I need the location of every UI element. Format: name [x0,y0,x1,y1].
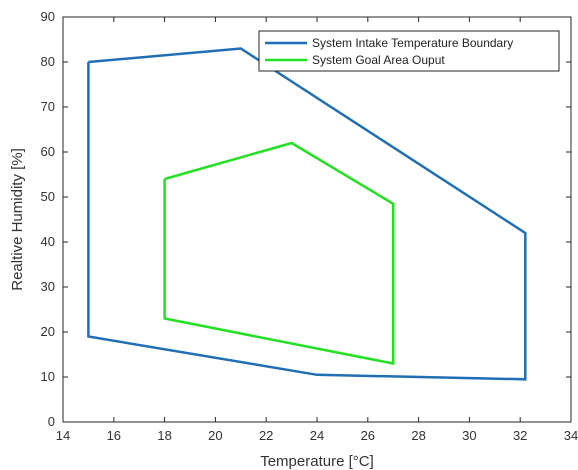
y-tick-label: 10 [41,369,55,384]
x-tick-label: 14 [56,428,70,443]
y-tick-label: 70 [41,99,55,114]
x-tick-label: 24 [310,428,324,443]
y-tick-label: 60 [41,144,55,159]
y-axis-title: Realtive Humidity [%] [9,148,26,291]
y-tick-label: 50 [41,189,55,204]
y-tick-label: 80 [41,54,55,69]
y-tick-label: 30 [41,279,55,294]
x-tick-label: 30 [462,428,476,443]
legend-label-2: System Goal Area Ouput [312,53,445,67]
series-line-2 [163,141,395,366]
x-tick-label: 20 [208,428,222,443]
x-ticks: 14 16 18 20 22 24 26 28 30 32 34 [56,17,578,443]
y-tick-label: 90 [41,9,55,24]
x-tick-label: 22 [259,428,273,443]
x-tick-label: 16 [107,428,121,443]
x-tick-label: 26 [361,428,375,443]
legend-label-1: System Intake Temperature Boundary [312,36,513,50]
plot-area-frame [62,16,572,423]
y-tick-label: 20 [41,324,55,339]
legend-box [258,30,560,72]
legend: System Intake Temperature Boundary System… [258,30,560,72]
x-axis-title: Temperature [°C] [260,453,374,470]
series-layer [87,47,527,381]
series-line-1 [87,47,527,381]
x-tick-label: 34 [564,428,578,443]
y-ticks: 0 10 20 30 40 50 60 70 80 90 [41,9,571,429]
x-tick-label: 28 [411,428,425,443]
x-tick-label: 32 [513,428,527,443]
y-tick-label: 0 [48,414,55,429]
y-tick-label: 40 [41,234,55,249]
x-tick-label: 18 [157,428,171,443]
